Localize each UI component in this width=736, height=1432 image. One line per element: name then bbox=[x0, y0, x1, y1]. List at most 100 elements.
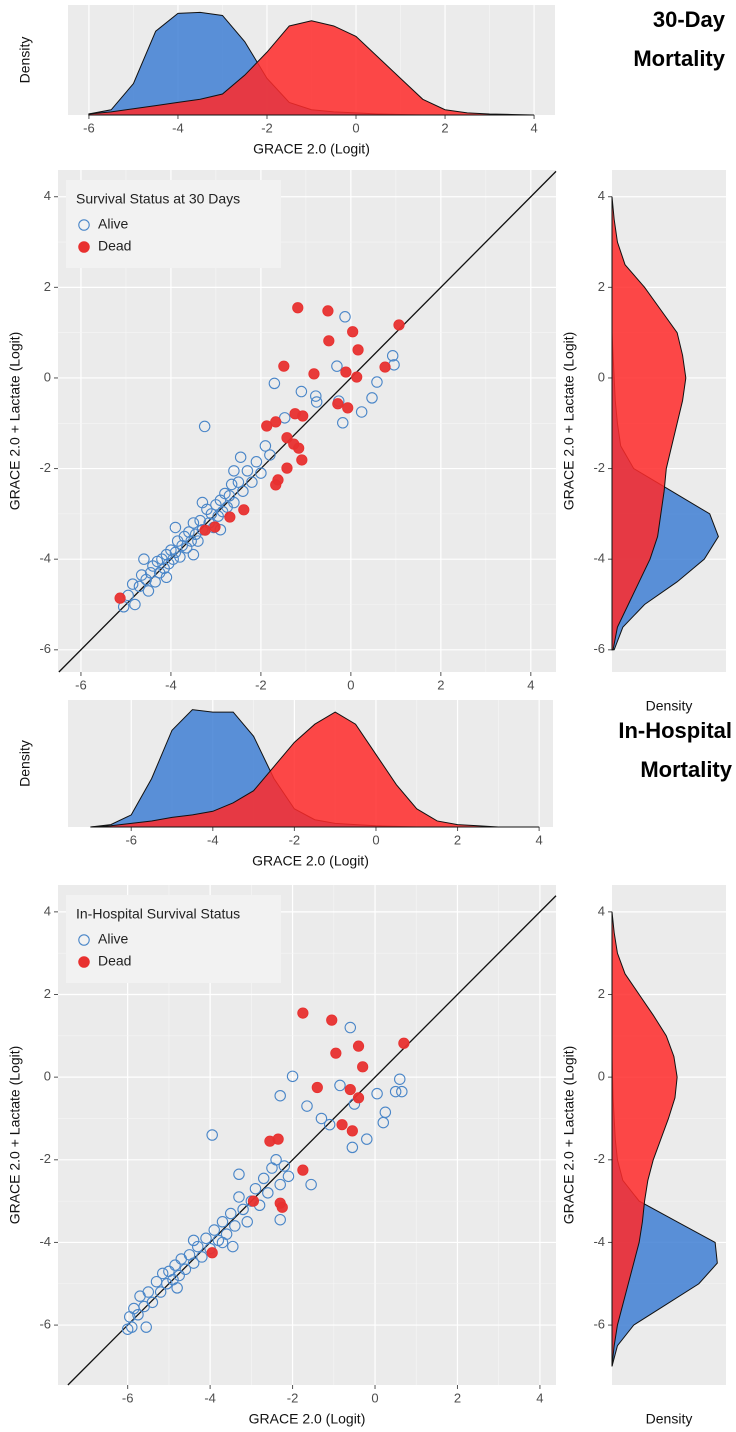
data-point bbox=[160, 571, 173, 584]
x-axis-title: Density bbox=[646, 698, 693, 714]
legend-label: Alive bbox=[98, 931, 129, 947]
data-point bbox=[389, 1085, 402, 1098]
data-point bbox=[183, 526, 195, 538]
data-point bbox=[209, 521, 221, 533]
data-point bbox=[361, 1133, 373, 1145]
data-point bbox=[261, 420, 273, 432]
data-point bbox=[206, 1129, 218, 1141]
data-point bbox=[347, 326, 359, 338]
y-tick-label: -2 bbox=[593, 460, 605, 475]
x-tick-label: 2 bbox=[437, 677, 444, 692]
data-point bbox=[346, 1141, 359, 1154]
data-point bbox=[274, 1089, 286, 1102]
data-point bbox=[187, 1234, 200, 1247]
data-point bbox=[394, 1073, 406, 1085]
data-point bbox=[246, 476, 258, 488]
data-point bbox=[352, 1092, 365, 1104]
data-point bbox=[208, 1224, 220, 1236]
data-point bbox=[205, 508, 218, 520]
data-point bbox=[336, 1119, 348, 1131]
data-point bbox=[216, 505, 229, 518]
data-point bbox=[310, 390, 322, 402]
data-point bbox=[326, 1014, 338, 1026]
data-point bbox=[169, 521, 182, 534]
data-point bbox=[352, 1040, 365, 1052]
data-point bbox=[187, 1257, 200, 1269]
data-point bbox=[310, 396, 323, 408]
data-point bbox=[161, 1278, 173, 1290]
data-point bbox=[228, 496, 240, 509]
x-tick-label: 2 bbox=[454, 832, 461, 847]
data-point bbox=[259, 440, 272, 452]
data-point bbox=[323, 1118, 336, 1131]
y-tick-label: 2 bbox=[598, 279, 605, 294]
data-point bbox=[192, 1240, 204, 1253]
y-tick-label: 0 bbox=[44, 1069, 51, 1084]
y-tick-label: -2 bbox=[593, 1151, 605, 1166]
data-point bbox=[371, 1087, 383, 1100]
data-point bbox=[196, 496, 209, 509]
data-point bbox=[296, 454, 308, 466]
density-area bbox=[611, 196, 687, 651]
y-tick-label: 2 bbox=[44, 279, 51, 294]
data-point bbox=[268, 377, 281, 390]
legend-box bbox=[66, 895, 281, 983]
data-point bbox=[142, 585, 155, 597]
data-point bbox=[332, 398, 344, 410]
data-point bbox=[187, 548, 200, 561]
legend-marker bbox=[78, 241, 90, 253]
data-point bbox=[216, 1236, 229, 1249]
data-point bbox=[212, 510, 224, 522]
data-point bbox=[154, 1286, 167, 1298]
x-tick-label: -2 bbox=[261, 120, 273, 135]
data-point bbox=[132, 1309, 144, 1321]
data-point bbox=[297, 1164, 309, 1176]
data-point bbox=[293, 442, 305, 454]
data-point bbox=[238, 504, 250, 516]
data-point bbox=[351, 371, 363, 383]
data-point bbox=[169, 546, 182, 559]
data-point bbox=[282, 1170, 295, 1183]
data-point bbox=[142, 1286, 155, 1298]
y-tick-label: 4 bbox=[44, 903, 51, 918]
data-point bbox=[140, 1321, 152, 1333]
block-title: In-Hospital Mortality bbox=[618, 718, 732, 782]
data-point bbox=[233, 1191, 245, 1203]
y-tick-label: -2 bbox=[39, 1151, 51, 1166]
x-axis-title: GRACE 2.0 (Logit) bbox=[252, 853, 369, 869]
data-point bbox=[158, 562, 170, 574]
data-point bbox=[167, 553, 179, 565]
y-tick-label: 4 bbox=[44, 188, 51, 203]
x-tick-label: 4 bbox=[536, 1390, 543, 1405]
data-point bbox=[146, 1296, 159, 1309]
block-title: 30-Day Mortality bbox=[633, 7, 725, 71]
x-tick-label: 0 bbox=[372, 832, 379, 847]
data-point bbox=[241, 465, 254, 477]
data-point bbox=[396, 1085, 408, 1098]
data-point bbox=[237, 485, 249, 497]
y-axis-title: GRACE 2.0 + Lactate (Logit) bbox=[561, 1046, 577, 1225]
data-point bbox=[147, 560, 159, 572]
data-point bbox=[270, 479, 282, 491]
data-point bbox=[216, 1216, 229, 1228]
data-point bbox=[225, 478, 238, 491]
y-tick-label: -6 bbox=[39, 641, 51, 656]
data-point bbox=[398, 1037, 410, 1049]
y-tick-label: -4 bbox=[39, 1234, 51, 1249]
data-point bbox=[340, 366, 352, 378]
y-tick-label: 2 bbox=[598, 986, 605, 1001]
data-point bbox=[228, 465, 240, 477]
y-tick-label: -2 bbox=[39, 460, 51, 475]
data-point bbox=[247, 1195, 260, 1207]
data-point bbox=[144, 567, 157, 579]
data-point bbox=[270, 1154, 282, 1166]
data-point bbox=[308, 368, 320, 380]
data-point bbox=[255, 467, 267, 479]
data-point bbox=[241, 1216, 253, 1228]
data-point bbox=[232, 476, 245, 488]
data-point bbox=[344, 1083, 356, 1096]
y-tick-label: -4 bbox=[593, 551, 605, 566]
data-point bbox=[393, 319, 405, 331]
data-point bbox=[138, 553, 150, 565]
data-point bbox=[156, 1267, 169, 1280]
